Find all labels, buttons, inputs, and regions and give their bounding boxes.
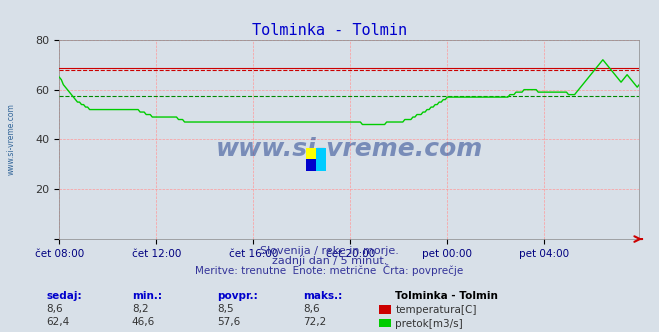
Bar — [316, 148, 326, 159]
Text: Tolminka - Tolmin: Tolminka - Tolmin — [395, 291, 498, 301]
Text: 46,6: 46,6 — [132, 317, 155, 327]
Text: 8,6: 8,6 — [46, 304, 63, 314]
Bar — [306, 148, 316, 159]
Text: 8,5: 8,5 — [217, 304, 234, 314]
Text: zadnji dan / 5 minut.: zadnji dan / 5 minut. — [272, 256, 387, 266]
Text: 62,4: 62,4 — [46, 317, 69, 327]
Text: min.:: min.: — [132, 291, 162, 301]
Text: 8,2: 8,2 — [132, 304, 148, 314]
Text: 72,2: 72,2 — [303, 317, 326, 327]
Text: maks.:: maks.: — [303, 291, 343, 301]
Text: www.si-vreme.com: www.si-vreme.com — [215, 137, 483, 161]
Text: www.si-vreme.com: www.si-vreme.com — [7, 104, 16, 175]
Text: Slovenija / reke in morje.: Slovenija / reke in morje. — [260, 246, 399, 256]
Bar — [316, 159, 326, 171]
Bar — [306, 159, 316, 171]
Text: 8,6: 8,6 — [303, 304, 320, 314]
Text: 57,6: 57,6 — [217, 317, 241, 327]
Text: Meritve: trenutne  Enote: metrične  Črta: povprečje: Meritve: trenutne Enote: metrične Črta: … — [195, 264, 464, 276]
Text: povpr.:: povpr.: — [217, 291, 258, 301]
Text: pretok[m3/s]: pretok[m3/s] — [395, 319, 463, 329]
Text: temperatura[C]: temperatura[C] — [395, 305, 477, 315]
Text: Tolminka - Tolmin: Tolminka - Tolmin — [252, 23, 407, 38]
Text: sedaj:: sedaj: — [46, 291, 82, 301]
